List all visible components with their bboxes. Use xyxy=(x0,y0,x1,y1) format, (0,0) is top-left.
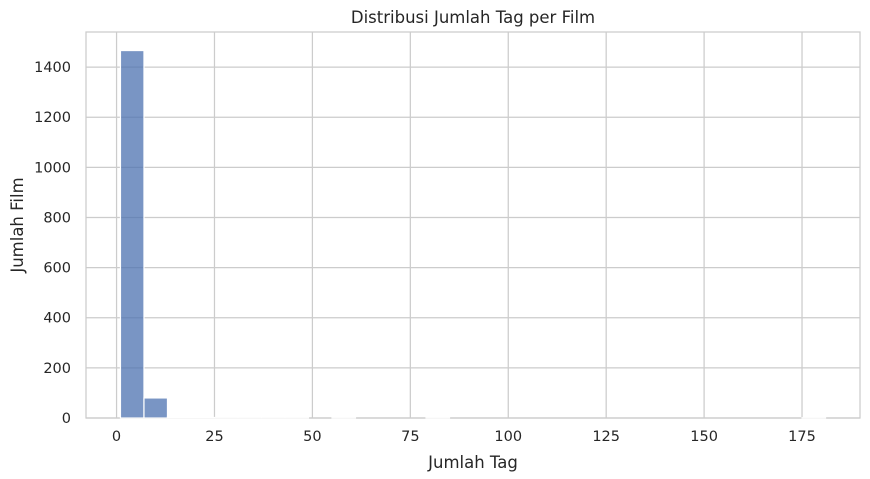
histogram-bar xyxy=(119,49,145,419)
y-axis-label: Jumlah Film xyxy=(8,177,27,273)
grid-layer xyxy=(86,32,860,419)
chart-title: Distribusi Jumlah Tag per Film xyxy=(351,8,595,27)
y-tick-label: 800 xyxy=(43,210,71,226)
x-tick-label: 50 xyxy=(303,429,321,445)
y-tick-label: 200 xyxy=(43,361,71,377)
y-tick-label: 400 xyxy=(43,311,71,327)
x-tick-label: 25 xyxy=(205,429,223,445)
histogram-bar xyxy=(190,416,216,419)
histogram-bar xyxy=(166,416,192,419)
y-tick-label: 1200 xyxy=(34,110,71,126)
x-tick-label: 150 xyxy=(690,429,718,445)
tick-layer: 0 25 50 75 100 125 150 175 0 200 400 600 800 1000 1200… xyxy=(34,60,816,445)
bar-layer xyxy=(119,49,827,419)
x-tick-label: 100 xyxy=(494,429,522,445)
plot-area xyxy=(85,31,861,419)
y-tick-label: 600 xyxy=(43,261,71,277)
x-axis-label: Jumlah Tag xyxy=(427,453,518,472)
histogram-bar xyxy=(143,397,169,419)
y-tick-label: 1000 xyxy=(34,160,71,176)
y-tick-label: 0 xyxy=(62,411,71,427)
x-tick-label: 0 xyxy=(112,429,121,445)
x-tick-label: 175 xyxy=(788,429,816,445)
y-tick-label: 1400 xyxy=(34,60,71,76)
x-tick-label: 75 xyxy=(401,429,419,445)
x-tick-label: 125 xyxy=(592,429,620,445)
